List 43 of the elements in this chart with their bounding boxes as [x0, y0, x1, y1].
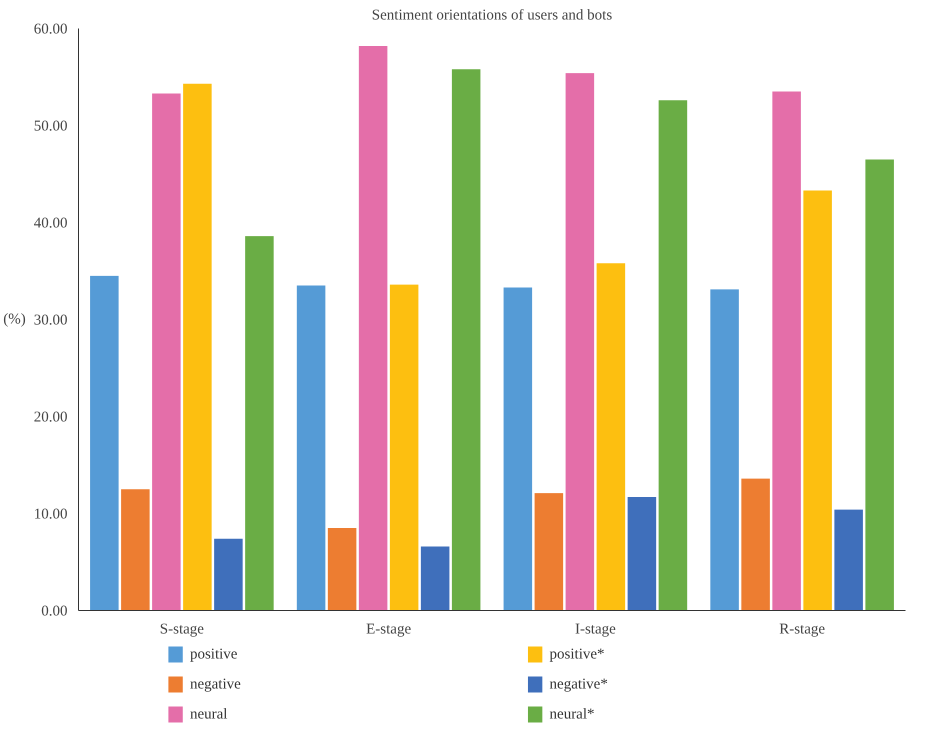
bar	[90, 276, 119, 610]
bar	[358, 46, 388, 610]
bar	[710, 289, 739, 610]
bar	[865, 159, 894, 610]
x-tick-label: E-stage	[366, 622, 412, 638]
y-tick-label: 60.00	[34, 22, 68, 38]
bar	[214, 538, 243, 610]
x-tick-label: S-stage	[160, 622, 204, 638]
bar	[452, 69, 480, 610]
y-tick-label: 50.00	[34, 118, 68, 134]
legend-label: negative	[190, 676, 242, 692]
bar	[420, 546, 450, 610]
y-tick-label: 20.00	[34, 410, 68, 426]
y-tick-label: 30.00	[34, 312, 68, 328]
bar	[803, 190, 832, 610]
y-tick-label: 40.00	[34, 216, 68, 232]
x-tick-label: I-stage	[574, 622, 616, 638]
bar	[596, 263, 626, 610]
bar	[390, 284, 418, 610]
bar	[658, 100, 688, 610]
bar	[772, 92, 801, 610]
bar	[741, 478, 770, 610]
legend-label: positive	[190, 646, 238, 662]
legend-label: positive*	[550, 646, 605, 662]
chart-title: Sentiment orientations of users and bots	[372, 8, 612, 24]
bar	[566, 73, 594, 610]
bar	[834, 510, 863, 610]
bar	[121, 489, 150, 610]
legend-label: neural*	[550, 706, 595, 722]
x-tick-label: R-stage	[779, 622, 826, 638]
legend-label: neural	[190, 706, 228, 722]
y-tick-label: 10.00	[34, 506, 68, 522]
bar	[296, 286, 326, 610]
bar	[628, 497, 656, 610]
bar	[504, 287, 532, 610]
legend-label: negative*	[550, 676, 608, 692]
y-tick-label: 0.00	[41, 604, 68, 620]
bar	[328, 528, 356, 610]
bar	[183, 84, 212, 610]
bar	[534, 493, 564, 610]
y-axis-title: (%)	[3, 312, 26, 328]
bar	[245, 236, 274, 610]
bar	[152, 93, 181, 610]
